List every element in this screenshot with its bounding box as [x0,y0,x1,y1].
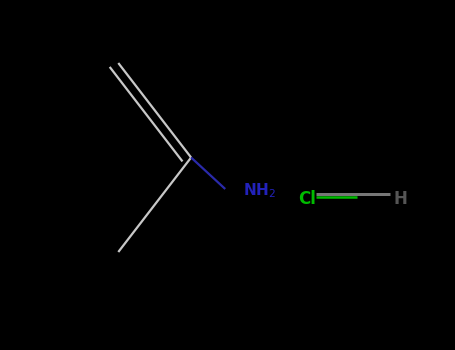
Text: H: H [394,190,407,209]
Text: Cl: Cl [298,190,316,209]
Text: NH$_2$: NH$_2$ [243,181,276,200]
